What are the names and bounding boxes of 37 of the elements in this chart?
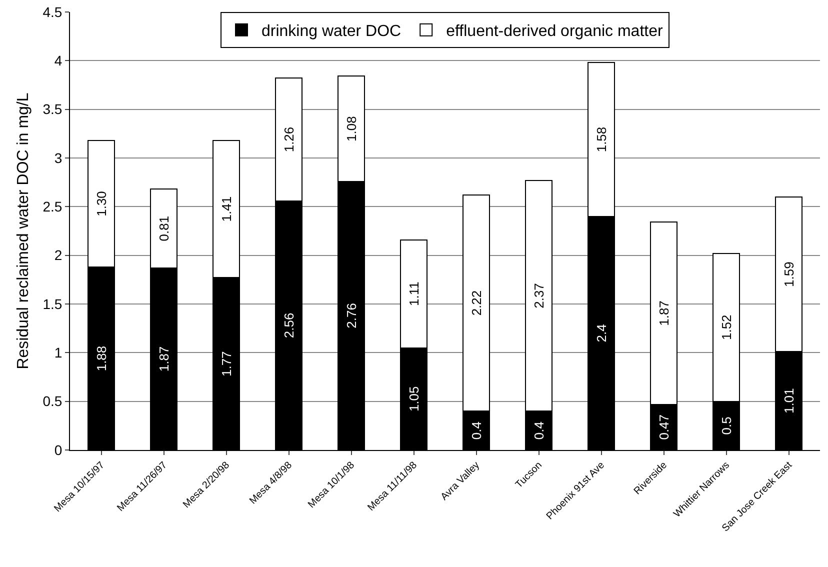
- data-label: 0.81: [156, 216, 172, 242]
- y-tick-label: 4.5: [42, 4, 62, 20]
- data-label: 0.4: [468, 421, 484, 440]
- data-label: 1.59: [781, 262, 796, 287]
- y-tick-label: 3: [54, 150, 62, 166]
- data-label: 0.47: [656, 414, 672, 440]
- data-label: 0.4: [531, 421, 546, 440]
- data-label: 1.88: [94, 346, 109, 372]
- y-tick-label: 2.5: [42, 198, 62, 215]
- data-label: 2.37: [531, 283, 546, 308]
- y-tick-label: 2: [54, 247, 62, 264]
- y-tick-label: 0: [54, 442, 62, 458]
- y-tick-label: 3.5: [42, 101, 62, 118]
- data-label: 1.87: [156, 346, 172, 372]
- legend-label: effluent-derived organic matter: [446, 23, 664, 40]
- data-label: 1.87: [656, 300, 672, 326]
- data-label: 1.01: [781, 388, 796, 414]
- y-tick-label: 0.5: [42, 393, 62, 410]
- y-axis-title: Residual reclaimed water DOC in mg/L: [15, 92, 32, 370]
- data-label: 1.08: [344, 116, 359, 142]
- y-tick-label: 1.5: [42, 296, 62, 312]
- y-tick-label: 4: [54, 52, 62, 69]
- data-label: 2.76: [344, 303, 359, 328]
- data-label: 2.56: [281, 312, 296, 338]
- y-tick-label: 1: [54, 344, 62, 361]
- data-label: 1.77: [218, 351, 234, 377]
- data-label: 1.26: [281, 126, 296, 152]
- data-label: 1.05: [406, 386, 422, 412]
- data-label: 0.5: [718, 416, 734, 435]
- legend-label: drinking water DOC: [262, 23, 402, 40]
- data-label: 1.41: [218, 196, 234, 222]
- data-label: 2.4: [594, 324, 609, 342]
- data-label: 1.11: [406, 282, 422, 306]
- data-label: 1.30: [94, 191, 109, 216]
- data-label: 1.52: [718, 314, 734, 340]
- data-label: 1.58: [594, 126, 609, 152]
- data-label: 2.22: [468, 290, 484, 316]
